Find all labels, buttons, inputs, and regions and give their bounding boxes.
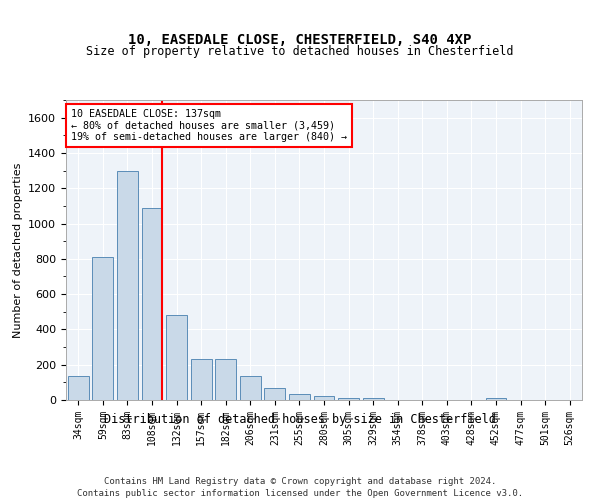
Text: Distribution of detached houses by size in Chesterfield: Distribution of detached houses by size … xyxy=(104,412,496,426)
Bar xyxy=(68,376,89,400)
Bar xyxy=(485,398,506,400)
Bar xyxy=(142,208,163,400)
Y-axis label: Number of detached properties: Number of detached properties xyxy=(13,162,23,338)
Bar xyxy=(191,360,212,400)
Bar xyxy=(338,398,359,400)
Text: Contains HM Land Registry data © Crown copyright and database right 2024.: Contains HM Land Registry data © Crown c… xyxy=(104,478,496,486)
Text: Contains public sector information licensed under the Open Government Licence v3: Contains public sector information licen… xyxy=(77,489,523,498)
Bar xyxy=(362,398,383,400)
Bar xyxy=(117,170,138,400)
Bar xyxy=(314,396,334,400)
Bar xyxy=(240,376,261,400)
Bar xyxy=(92,257,113,400)
Bar xyxy=(215,360,236,400)
Bar xyxy=(166,316,187,400)
Text: Size of property relative to detached houses in Chesterfield: Size of property relative to detached ho… xyxy=(86,45,514,58)
Bar xyxy=(265,388,286,400)
Text: 10, EASEDALE CLOSE, CHESTERFIELD, S40 4XP: 10, EASEDALE CLOSE, CHESTERFIELD, S40 4X… xyxy=(128,32,472,46)
Bar xyxy=(289,394,310,400)
Text: 10 EASEDALE CLOSE: 137sqm
← 80% of detached houses are smaller (3,459)
19% of se: 10 EASEDALE CLOSE: 137sqm ← 80% of detac… xyxy=(71,109,347,142)
